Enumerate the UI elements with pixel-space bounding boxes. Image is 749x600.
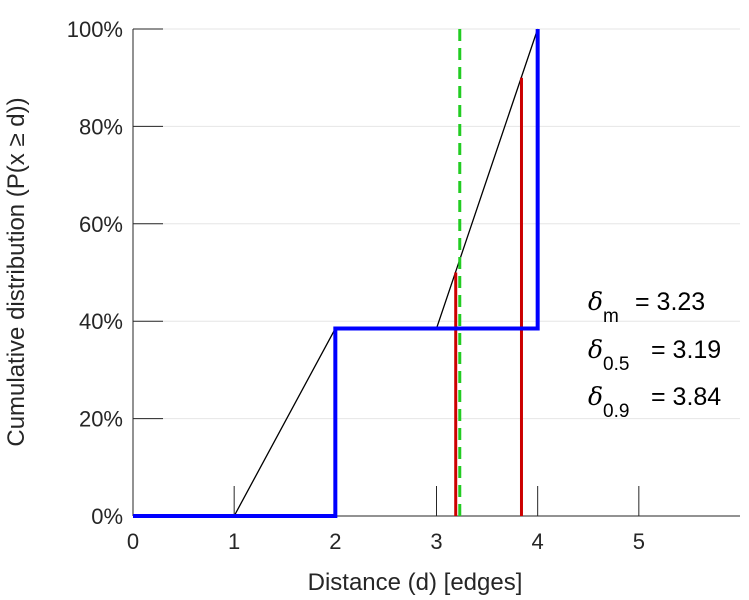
y-axis-title: Cumulative distribution (P(x ≥ d)) — [3, 97, 30, 446]
y-tick-label: 40% — [79, 309, 123, 334]
interpolation-line — [233, 28, 539, 517]
annotation-05: δ0.5 = 3.19 — [588, 335, 721, 375]
y-tick-label: 80% — [79, 114, 123, 139]
annotation-value: = 3.84 — [651, 383, 721, 411]
x-tick-label: 4 — [532, 529, 544, 554]
y-tick-label: 100% — [67, 17, 123, 42]
axes — [132, 28, 740, 517]
y-tick-label: 20% — [79, 407, 123, 432]
x-tick-label: 2 — [329, 529, 341, 554]
annotation-value: = 3.23 — [635, 288, 705, 316]
annotation-subscript: 0.9 — [603, 401, 629, 422]
annotation-m: δm = 3.23 — [588, 287, 705, 327]
x-tick-label: 1 — [228, 529, 240, 554]
x-axis-title: Distance (d) [edges] — [308, 569, 523, 596]
annotation-subscript: 0.5 — [603, 354, 629, 375]
annotation-subscript: m — [603, 306, 619, 327]
annotation-symbol: δ — [588, 382, 603, 411]
x-tick-label: 3 — [430, 529, 442, 554]
annotation-value: = 3.19 — [651, 336, 721, 364]
y-tick-label: 60% — [79, 212, 123, 237]
marks — [133, 28, 540, 518]
step-line — [133, 29, 540, 518]
x-tick-label: 5 — [633, 529, 645, 554]
annotation-symbol: δ — [588, 335, 603, 364]
annotation-symbol: δ — [588, 287, 603, 316]
x-tick-label: 0 — [127, 529, 139, 554]
y-tick-label: 0% — [91, 504, 123, 529]
annotation-09: δ0.9 = 3.84 — [588, 382, 721, 422]
grid — [133, 28, 740, 517]
labels: 0% 20% 40% 60% 80% 100% 0 1 2 3 4 5 — [67, 17, 645, 554]
